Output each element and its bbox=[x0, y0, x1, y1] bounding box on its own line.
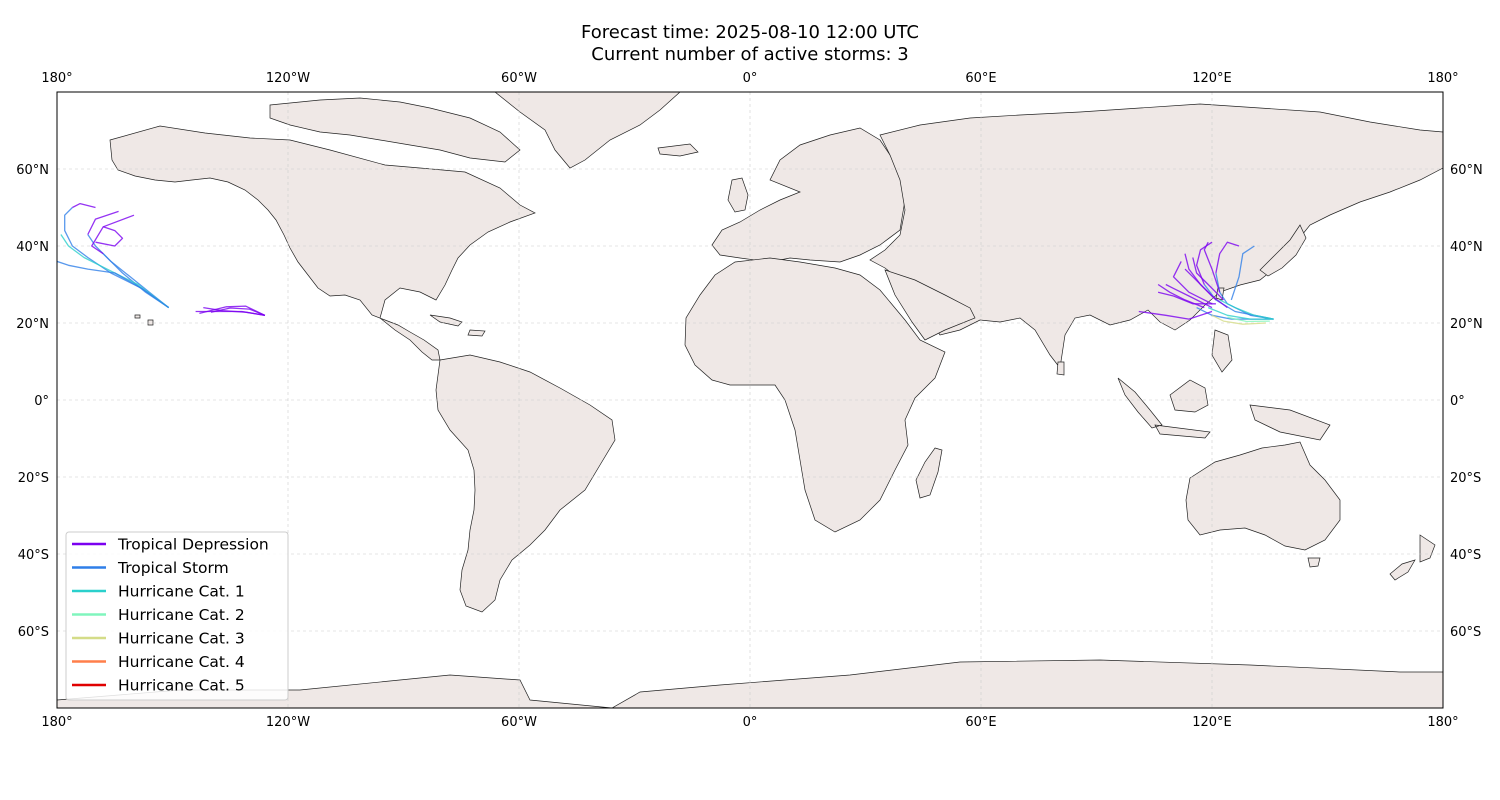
storm-track bbox=[1172, 261, 1213, 305]
storm-track bbox=[1207, 306, 1274, 320]
landmass-tasmania bbox=[1307, 557, 1321, 568]
map-frame bbox=[56, 91, 1444, 709]
storm-track bbox=[1211, 314, 1266, 325]
left-lat-tick-label: 40°N bbox=[16, 240, 49, 255]
figure-title-line2: Current number of active storms: 3 bbox=[591, 44, 909, 65]
landmass-south-america bbox=[435, 354, 616, 613]
right-lat-tick-label: 20°S bbox=[1450, 471, 1481, 486]
landmass-taiwan bbox=[1215, 287, 1225, 301]
storm-track bbox=[1215, 241, 1240, 274]
legend-label: Tropical Depression bbox=[117, 536, 269, 554]
bottom-lon-tick-label: 120°W bbox=[266, 715, 310, 730]
tick-labels: 180° 180° 120°W 120°W 60°W 60°W 0° 0° 60°E 60°E 12… bbox=[16, 71, 1483, 730]
landmass-new-zealand bbox=[1389, 534, 1436, 581]
bottom-lon-tick-label: 60°E bbox=[965, 715, 996, 730]
figure-title-line1: Forecast time: 2025-08-10 12:00 UTC bbox=[581, 22, 919, 43]
bottom-lon-tick-label: 60°W bbox=[501, 715, 537, 730]
top-lon-tick-label: 120°E bbox=[1192, 71, 1232, 86]
bottom-lon-tick-label: 180° bbox=[1427, 715, 1458, 730]
left-lat-tick-label: 20°S bbox=[18, 471, 49, 486]
left-lat-tick-label: 0° bbox=[34, 394, 49, 409]
right-lat-tick-label: 40°S bbox=[1450, 548, 1481, 563]
bottom-lon-tick-label: 0° bbox=[743, 715, 758, 730]
storm-track bbox=[1219, 299, 1274, 320]
storm-track bbox=[57, 260, 170, 309]
legend-label: Tropical Storm bbox=[117, 559, 229, 577]
landmass-great-britain bbox=[727, 177, 749, 213]
storm-track bbox=[1138, 310, 1213, 320]
top-lon-tick-label: 60°W bbox=[501, 71, 537, 86]
storm-tracks bbox=[57, 202, 1274, 325]
storm-track bbox=[87, 210, 119, 235]
landmass-arctic-islands bbox=[269, 97, 521, 163]
storm-track bbox=[72, 202, 96, 209]
storm-track bbox=[199, 305, 266, 316]
storm-track bbox=[1157, 291, 1216, 305]
land-layer bbox=[57, 92, 1443, 708]
storm-track bbox=[95, 226, 124, 247]
landmass-iceland bbox=[657, 143, 699, 157]
storm-track bbox=[1195, 241, 1213, 285]
legend-label: Hurricane Cat. 5 bbox=[118, 677, 245, 695]
top-lon-tick-label: 120°W bbox=[266, 71, 310, 86]
legend-label: Hurricane Cat. 3 bbox=[118, 630, 245, 648]
landmass-greenland bbox=[494, 92, 681, 169]
right-lat-tick-label: 40°N bbox=[1450, 240, 1483, 255]
top-lon-tick-label: 0° bbox=[743, 71, 758, 86]
storm-track bbox=[91, 214, 135, 255]
storm-track bbox=[60, 234, 170, 309]
left-lat-tick-label: 20°N bbox=[16, 317, 49, 332]
landmass-caribbean-islands bbox=[429, 314, 486, 337]
landmass-se-asia-islands bbox=[1117, 329, 1331, 441]
bottom-lon-tick-label: 180° bbox=[41, 715, 72, 730]
right-lat-tick-label: 60°S bbox=[1450, 625, 1481, 640]
storm-track bbox=[1192, 257, 1224, 301]
right-lat-tick-label: 20°N bbox=[1450, 317, 1483, 332]
legend-label: Hurricane Cat. 1 bbox=[118, 583, 245, 601]
top-lon-tick-label: 180° bbox=[1427, 71, 1458, 86]
left-lat-tick-label: 60°S bbox=[18, 625, 49, 640]
landmass-sri-lanka bbox=[1056, 361, 1065, 376]
landmass-madagascar bbox=[915, 447, 943, 499]
storm-track bbox=[1184, 268, 1228, 309]
landmass-australia bbox=[1185, 441, 1341, 551]
legend: Tropical Depression Tropical Storm Hurrica… bbox=[65, 531, 289, 701]
right-lat-tick-label: 0° bbox=[1450, 394, 1465, 409]
landmass-arabia bbox=[884, 269, 976, 341]
legend-label: Hurricane Cat. 4 bbox=[118, 653, 245, 671]
storm-track bbox=[203, 306, 266, 316]
left-lat-tick-label: 40°S bbox=[18, 548, 49, 563]
bottom-lon-tick-label: 120°E bbox=[1192, 715, 1232, 730]
graticule bbox=[57, 92, 1443, 708]
top-lon-tick-label: 60°E bbox=[965, 71, 996, 86]
top-lon-tick-label: 180° bbox=[41, 71, 72, 86]
landmass-hawaii bbox=[134, 314, 154, 326]
storm-track bbox=[1227, 316, 1270, 323]
storm-track bbox=[1165, 283, 1213, 309]
legend-box bbox=[65, 531, 289, 701]
storm-track bbox=[1230, 245, 1255, 301]
legend-label: Hurricane Cat. 2 bbox=[118, 606, 245, 624]
left-lat-tick-label: 60°N bbox=[16, 163, 49, 178]
right-lat-tick-label: 60°N bbox=[1450, 163, 1483, 178]
landmass-japan bbox=[1259, 224, 1307, 277]
